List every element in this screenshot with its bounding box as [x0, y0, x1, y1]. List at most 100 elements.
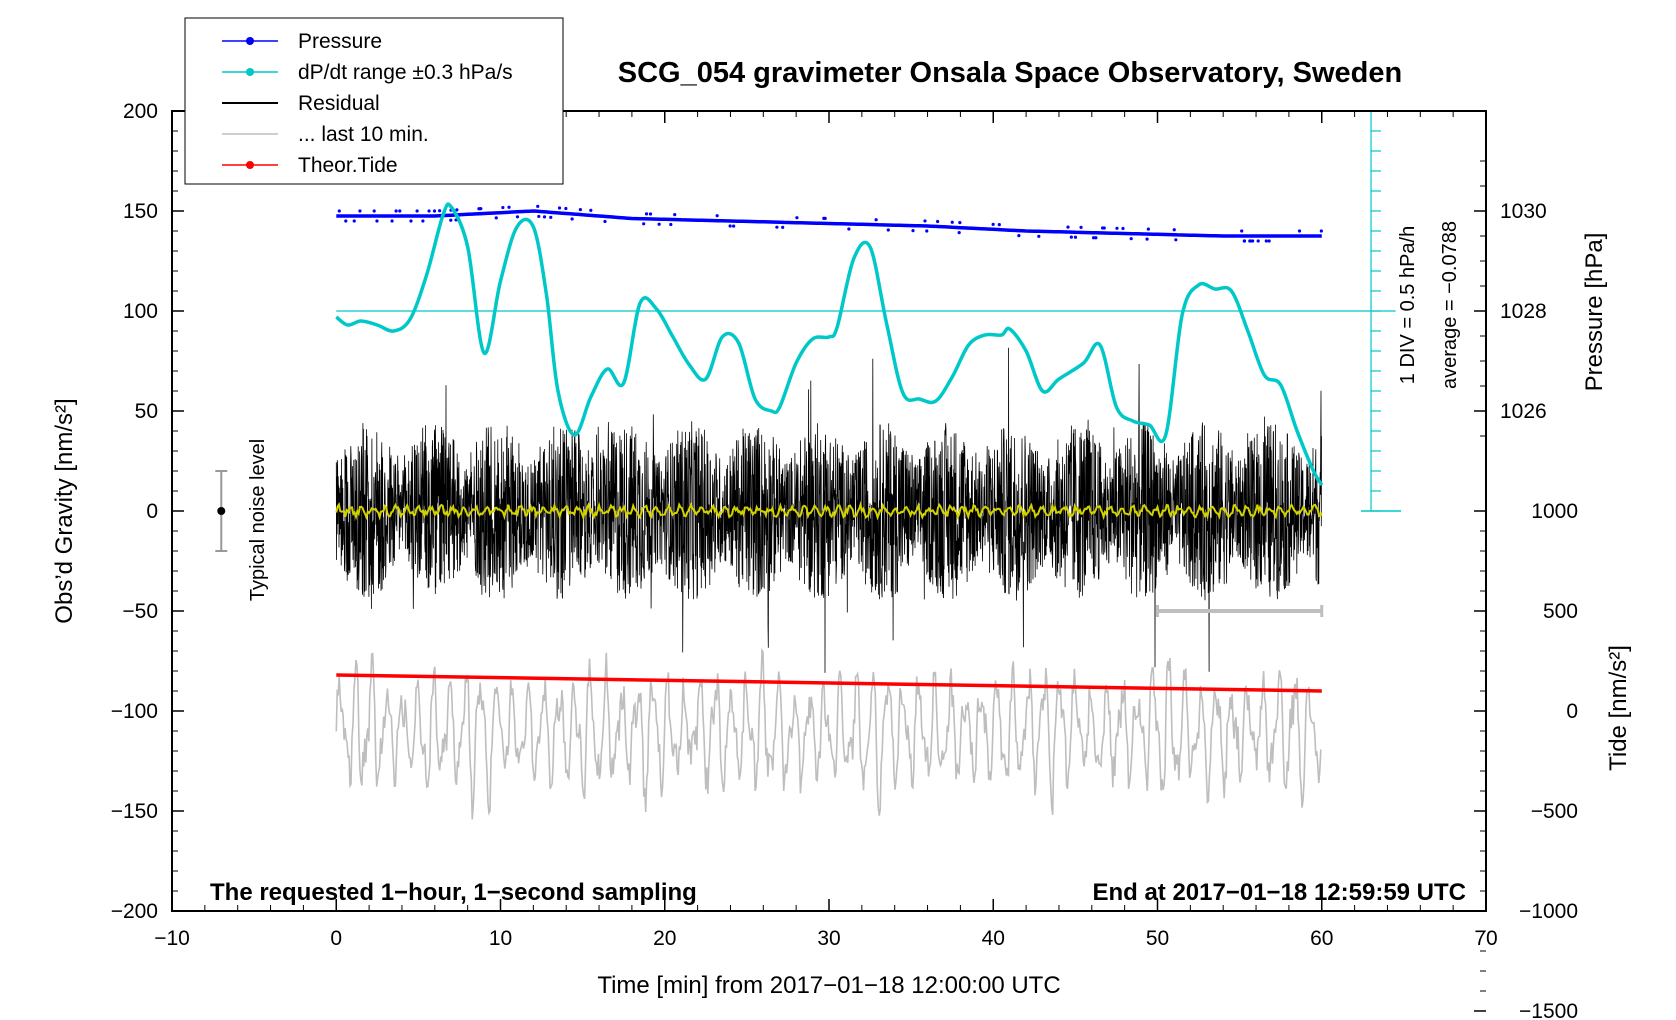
pressure-point — [427, 209, 431, 213]
pressure-point — [669, 222, 673, 227]
pressure-point — [957, 231, 961, 235]
pressure-point — [394, 209, 398, 213]
pressure-tick-label: 1028 — [1500, 300, 1547, 323]
pressure-point — [438, 209, 442, 213]
pressure-point — [1256, 239, 1260, 243]
legend-marker — [246, 161, 254, 169]
pressure-point — [449, 218, 453, 222]
pressure-point — [455, 208, 459, 212]
pressure-point — [823, 216, 827, 221]
series-residual — [335, 347, 1322, 673]
pressure-point — [570, 217, 574, 221]
pressure-point — [337, 209, 341, 213]
pressure-point — [478, 207, 483, 211]
legend-label: Residual — [298, 92, 380, 115]
y-tick-label: 150 — [123, 200, 158, 223]
pressure-point — [1069, 235, 1073, 239]
legend-label: dP/dt range ±0.3 hPa/s — [298, 61, 513, 84]
pressure-point — [536, 204, 540, 208]
pressure-point — [715, 214, 719, 218]
pressure-point — [775, 225, 779, 229]
pressure-point — [732, 224, 736, 228]
pressure-point — [557, 206, 562, 210]
pressure-point — [1251, 239, 1255, 243]
tide-tick-label: 1000 — [1531, 500, 1578, 523]
dpdt-div-label: 1 DIV = 0.5 hPa/h — [1397, 226, 1419, 384]
pressure-point — [421, 219, 425, 223]
tide-tick-label: −1500 — [1519, 1000, 1578, 1020]
pressure-point — [1248, 239, 1252, 243]
footer-right-label: End at 2017−01−18 12:59:59 UTC — [1092, 879, 1466, 906]
pressure-tick-label: 1030 — [1500, 200, 1547, 223]
pressure-point — [1264, 239, 1268, 243]
pressure-point — [923, 219, 927, 223]
pressure-point — [375, 219, 379, 223]
y-axis-label-tide: Tide [nm/s²] — [1605, 645, 1632, 771]
pressure-point — [847, 227, 851, 231]
x-tick-label: 40 — [982, 927, 1005, 950]
pressure-point — [1037, 234, 1041, 238]
legend-label: Theor.Tide — [298, 154, 398, 177]
pressure-point — [673, 212, 677, 217]
pressure-point — [997, 223, 1001, 227]
series-last-10-min — [335, 647, 1322, 820]
series-pressure — [336, 209, 1322, 238]
pressure-point — [537, 214, 541, 219]
noise-level-label: Typical noise level — [247, 439, 269, 601]
pressure-point — [991, 222, 995, 226]
tide-tick-label: 500 — [1543, 600, 1578, 623]
y-tick-label: 50 — [135, 400, 158, 423]
pressure-point — [507, 205, 511, 209]
series-theor-tide — [336, 673, 1322, 693]
axes-layer: −10 0 10 20 30 40 50 60 70−200−150−100−500501001… — [111, 100, 1578, 1020]
noise-level-center — [217, 507, 226, 515]
pressure-point — [781, 225, 785, 229]
pressure-point — [515, 215, 520, 219]
pressure-point — [1102, 226, 1106, 230]
pressure-point — [1319, 229, 1323, 233]
pressure-point — [1242, 239, 1247, 243]
y-tick-label: −100 — [111, 700, 158, 723]
pressure-point — [1017, 234, 1021, 238]
series-layer — [215, 110, 1402, 820]
pressure-point — [564, 206, 568, 211]
pressure-point — [409, 219, 413, 223]
pressure-point — [542, 215, 547, 219]
pressure-point — [1073, 235, 1078, 239]
pressure-point — [874, 218, 878, 222]
x-tick-label: 20 — [653, 927, 676, 950]
x-tick-label: 50 — [1146, 927, 1169, 950]
pressure-point — [415, 209, 419, 213]
y-tick-label: −50 — [122, 600, 158, 623]
pressure-point — [657, 222, 661, 226]
y-tick-label: −200 — [111, 900, 158, 923]
pressure-point — [1121, 226, 1125, 231]
x-tick-label: 70 — [1474, 927, 1497, 950]
x-tick-label: 30 — [817, 927, 840, 950]
pressure-point — [648, 212, 653, 216]
chart-title: SCG_054 gravimeter Onsala Space Observat… — [618, 57, 1402, 89]
pressure-point — [936, 219, 940, 224]
pressure-point — [1094, 236, 1098, 240]
legend: Pressure dP/dt range ±0.3 hPa/s Residual..… — [184, 17, 564, 185]
tide-tick-label: −500 — [1531, 800, 1578, 823]
y-tick-label: 200 — [123, 100, 158, 123]
pressure-point — [390, 219, 394, 223]
footer-left-label: The requested 1−hour, 1−second sampling — [210, 879, 697, 906]
pressure-point — [578, 207, 582, 212]
pressure-point — [1145, 237, 1149, 241]
pressure-point — [728, 224, 732, 228]
legend-label: ... last 10 min. — [298, 123, 429, 146]
pressure-tick-label: 1026 — [1500, 400, 1547, 423]
pressure-point — [1267, 239, 1271, 243]
pressure-point — [494, 216, 498, 220]
pressure-point — [603, 219, 607, 224]
dpdt-average-label: average = −0.0788 — [1439, 221, 1461, 389]
pressure-point — [795, 216, 799, 220]
pressure-point — [432, 209, 437, 213]
pressure-point — [642, 222, 646, 226]
pressure-point — [1172, 228, 1176, 232]
pressure-point — [958, 221, 962, 225]
y-axis-label-left: Obs’d Gravity [nm/s²] — [51, 398, 78, 623]
